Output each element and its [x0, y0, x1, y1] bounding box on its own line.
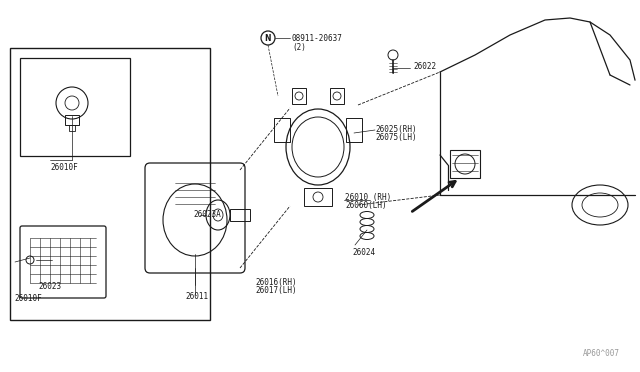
Text: 26075(LH): 26075(LH) — [375, 133, 417, 142]
Text: 26016(RH): 26016(RH) — [255, 278, 296, 287]
Bar — [10, 48, 210, 320]
Text: 26010 (RH): 26010 (RH) — [345, 193, 391, 202]
Text: 26022: 26022 — [413, 62, 436, 71]
Bar — [292, 88, 306, 104]
Text: 26025(RH): 26025(RH) — [375, 125, 417, 134]
Bar — [274, 118, 290, 142]
Text: 26023: 26023 — [38, 282, 61, 291]
Bar — [230, 209, 250, 221]
Text: 26017(LH): 26017(LH) — [255, 286, 296, 295]
Text: N: N — [265, 33, 271, 42]
Text: 26023A: 26023A — [193, 210, 221, 219]
Text: AP60^007: AP60^007 — [583, 349, 620, 358]
Bar — [69, 125, 75, 131]
Bar — [330, 88, 344, 104]
Bar — [450, 150, 480, 178]
Bar — [346, 118, 362, 142]
Text: 26011: 26011 — [185, 292, 208, 301]
Text: 08911-20637: 08911-20637 — [292, 34, 343, 43]
Text: 26024: 26024 — [352, 248, 375, 257]
Bar — [65, 115, 79, 125]
Bar — [304, 188, 332, 206]
Text: 26010F: 26010F — [50, 163, 77, 172]
Text: (2): (2) — [292, 43, 306, 52]
Text: 26060(LH): 26060(LH) — [345, 201, 387, 210]
Bar — [20, 58, 130, 156]
Text: 26010F: 26010F — [14, 294, 42, 303]
